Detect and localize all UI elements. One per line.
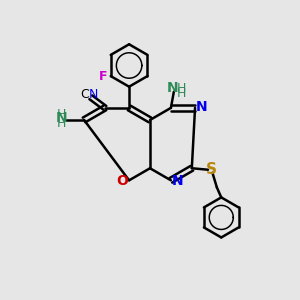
Text: N: N bbox=[89, 88, 98, 101]
Text: H: H bbox=[176, 87, 186, 100]
Text: O: O bbox=[117, 174, 129, 188]
Text: S: S bbox=[206, 162, 217, 177]
Text: H: H bbox=[176, 82, 186, 95]
Text: C: C bbox=[80, 88, 89, 101]
Text: N: N bbox=[55, 112, 67, 125]
Text: H: H bbox=[56, 108, 66, 121]
Text: H: H bbox=[56, 117, 66, 130]
Text: F: F bbox=[99, 70, 108, 83]
Text: N: N bbox=[172, 174, 183, 188]
Text: N: N bbox=[167, 81, 178, 95]
Text: N: N bbox=[196, 100, 207, 114]
